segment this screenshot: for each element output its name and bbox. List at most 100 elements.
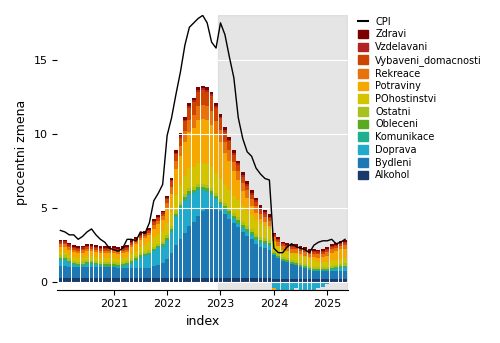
Bar	[130, 242, 134, 243]
Bar	[188, 188, 191, 191]
Bar	[236, 180, 240, 200]
Bar	[130, 278, 134, 282]
Bar	[223, 210, 227, 214]
Bar	[116, 247, 120, 249]
Bar	[178, 205, 182, 207]
Bar	[334, 279, 338, 282]
Bar	[223, 130, 227, 132]
Bar	[90, 268, 94, 278]
Bar	[286, 260, 289, 262]
Bar	[85, 249, 89, 251]
Bar	[228, 218, 232, 278]
Bar	[298, 282, 302, 290]
Bar	[201, 86, 204, 88]
Bar	[286, 243, 289, 245]
Bar	[165, 198, 169, 199]
Bar	[294, 261, 298, 263]
Bar	[201, 105, 204, 119]
Bar	[254, 239, 258, 240]
Bar	[76, 266, 80, 268]
Bar	[228, 140, 232, 141]
Bar	[258, 247, 262, 278]
Bar	[68, 258, 71, 261]
Bar	[232, 219, 235, 223]
Bar	[63, 243, 66, 244]
Bar	[206, 106, 209, 120]
Bar	[343, 267, 347, 268]
Bar	[312, 282, 316, 290]
Bar	[174, 245, 178, 278]
Bar	[272, 253, 276, 254]
Bar	[72, 252, 76, 257]
Bar	[148, 235, 151, 242]
Bar	[116, 259, 120, 263]
Bar	[250, 278, 254, 282]
Bar	[125, 248, 129, 250]
Bar	[148, 228, 151, 230]
Bar	[68, 250, 71, 255]
Bar	[343, 248, 347, 258]
Bar	[183, 278, 187, 282]
Bar	[250, 236, 254, 239]
Bar	[138, 268, 142, 278]
Bar	[258, 208, 262, 210]
Bar	[165, 238, 169, 240]
Bar	[294, 245, 298, 246]
Bar	[298, 248, 302, 249]
Bar	[108, 246, 111, 248]
Bar	[125, 264, 129, 265]
Bar	[98, 262, 102, 264]
Bar	[94, 247, 98, 248]
Bar	[218, 142, 222, 179]
Bar	[223, 142, 227, 153]
Bar	[298, 267, 302, 279]
Bar	[108, 253, 111, 258]
Bar	[192, 167, 196, 187]
Bar	[138, 235, 142, 236]
Bar	[294, 247, 298, 249]
Bar	[276, 242, 280, 246]
Bar	[228, 190, 232, 209]
Bar	[63, 240, 66, 241]
Bar	[134, 244, 138, 251]
Bar	[130, 259, 134, 261]
Bar	[281, 260, 284, 261]
X-axis label: index: index	[186, 315, 220, 328]
Bar	[281, 257, 284, 259]
Bar	[206, 188, 209, 191]
Bar	[258, 278, 262, 282]
Bar	[228, 211, 232, 214]
Bar	[121, 267, 124, 268]
Bar	[112, 249, 116, 251]
Bar	[228, 215, 232, 218]
Bar	[232, 213, 235, 216]
Bar	[334, 269, 338, 271]
Bar	[263, 278, 267, 282]
Bar	[103, 246, 107, 248]
Bar	[125, 265, 129, 268]
Bar	[90, 256, 94, 260]
Bar	[316, 258, 320, 262]
Bar	[276, 237, 280, 239]
Bar	[161, 220, 164, 231]
Bar	[228, 141, 232, 150]
Bar	[174, 169, 178, 195]
Bar	[223, 203, 227, 206]
Bar	[152, 221, 156, 222]
Bar	[134, 278, 138, 282]
Bar	[63, 241, 66, 243]
Bar	[178, 133, 182, 136]
Bar	[148, 232, 151, 233]
Bar	[268, 218, 272, 221]
Bar	[138, 258, 142, 268]
Bar	[63, 244, 66, 247]
Bar	[214, 278, 218, 282]
Bar	[206, 192, 209, 208]
Bar	[276, 257, 280, 258]
Bar	[254, 240, 258, 244]
Bar	[68, 244, 71, 246]
Bar	[236, 171, 240, 180]
Bar	[330, 247, 334, 249]
Bar	[286, 245, 289, 246]
Bar	[165, 259, 169, 278]
